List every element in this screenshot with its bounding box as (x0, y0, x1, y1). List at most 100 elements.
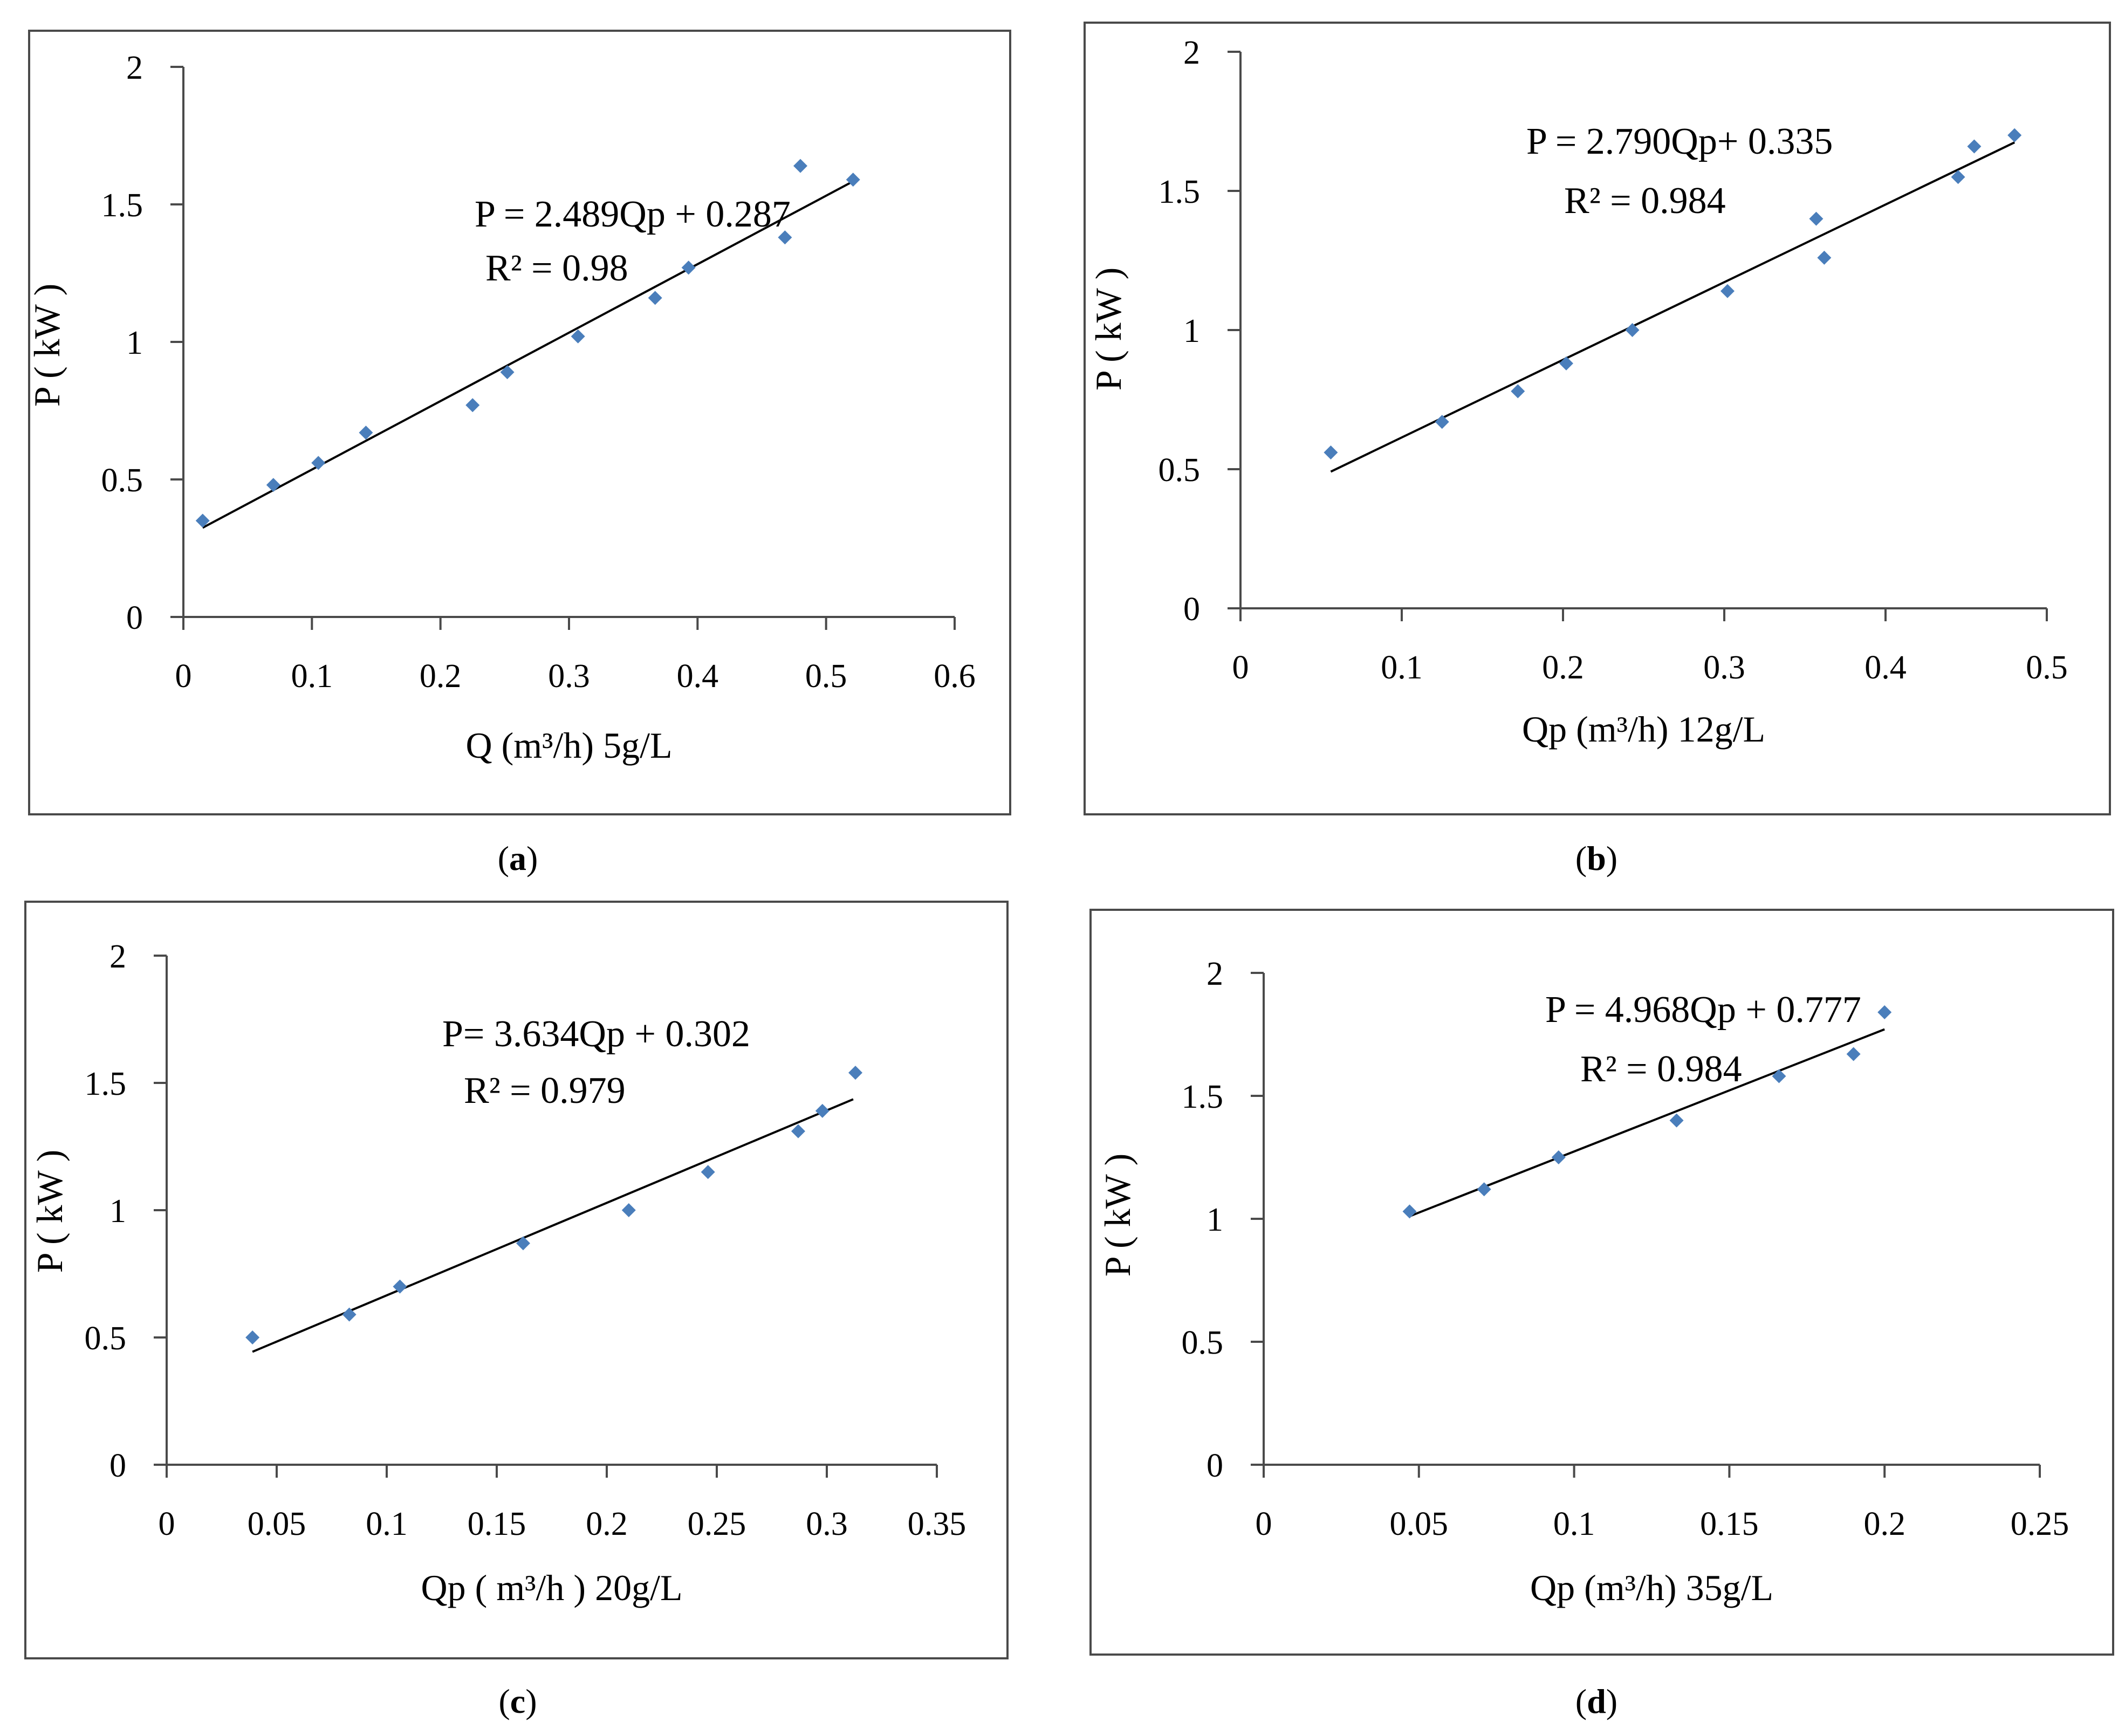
panel-a-x-tick-label: 0.2 (420, 658, 462, 695)
caption-c: (c) (498, 1682, 537, 1720)
panel-b-x-tick-label: 0 (1232, 649, 1249, 686)
panel-b-y-tick-label: 1 (1183, 313, 1200, 349)
panel-a-data-point (266, 478, 280, 492)
panel-b-x-tick-label: 0.2 (1542, 649, 1584, 686)
panel-d-x-tick-label: 0.15 (1700, 1506, 1759, 1542)
panel-d-x-tick-label: 0 (1256, 1506, 1272, 1542)
caption-d: (d) (1575, 1682, 1618, 1720)
panel-b-data-point (1625, 323, 1640, 337)
panel-c-x-tick-label: 0 (159, 1506, 175, 1542)
panel-d-data-point (1846, 1047, 1861, 1061)
panel-a-x-tick-label: 0.5 (805, 658, 847, 695)
panel-b-data-point (1559, 356, 1573, 370)
panel-a-r-squared: R² = 0.98 (485, 248, 628, 289)
panel-b-x-tick-label: 0.1 (1381, 649, 1423, 686)
panel-d-y-tick-label: 0.5 (1182, 1325, 1224, 1361)
panel-c-data-point (516, 1236, 530, 1251)
panel-b-y-tick-label: 0 (1183, 591, 1200, 628)
panel-d-y-tick-label: 1.5 (1182, 1079, 1224, 1115)
panel-a-x-tick-label: 0.1 (291, 658, 333, 695)
panel-a-equation: P = 2.489Qp + 0.287 (475, 194, 791, 235)
panel-b-y-tick-label: 2 (1183, 35, 1200, 71)
panel-a-x-tick-label: 0.6 (934, 658, 976, 695)
panel-a-data-point (778, 230, 792, 245)
panel-b-data-point (1435, 415, 1449, 429)
panel-c-y-tick-label: 0.5 (85, 1320, 127, 1357)
panel-d-data-point (1772, 1069, 1786, 1083)
panel-a-y-tick-label: 1.5 (101, 187, 143, 224)
panel-d-frame (1089, 909, 2114, 1656)
panel-d-data-point (1551, 1150, 1566, 1164)
panel-d-y-tick-label: 0 (1207, 1447, 1223, 1484)
panel-d-x-tick-label: 0.05 (1390, 1506, 1449, 1542)
panel-c-x-axis-label: Qp ( m³/h ) 20g/L (421, 1567, 683, 1608)
panel-a-x-axis-label: Q (m³/h) 5g/L (466, 725, 673, 766)
panel-a-trendline (202, 181, 853, 529)
panel-c-x-tick-label: 0.3 (806, 1506, 848, 1542)
panel-c-data-point (621, 1203, 636, 1217)
panel-d-x-tick-label: 0.2 (1863, 1506, 1905, 1542)
panel-a-data-point (195, 513, 210, 528)
panel-d-data-point (1669, 1113, 1684, 1128)
panel-a-x-tick-label: 0 (175, 658, 192, 695)
panel-a-data-point (359, 426, 373, 440)
panel-a-y-tick-label: 0.5 (101, 462, 143, 499)
panel-b-x-tick-label: 0.3 (1703, 649, 1745, 686)
panel-d-y-axis-label: P ( kW ) (1097, 1154, 1138, 1277)
panel-c-y-axis-label: P ( kW ) (29, 1150, 70, 1273)
panel-a-data-point (311, 456, 326, 470)
panel-c-data-point (815, 1103, 830, 1118)
panel-a-data-point (846, 173, 860, 187)
panel-c-x-tick-label: 0.2 (586, 1506, 628, 1542)
panel-b-y-axis-label: P ( kW ) (1088, 267, 1129, 391)
panel-b-data-point (1809, 211, 1824, 226)
panel-c-data-point (791, 1124, 805, 1138)
panel-b-r-squared: R² = 0.984 (1564, 180, 1726, 222)
panel-c-r-squared: R² = 0.979 (464, 1070, 626, 1111)
panel-c-trendline (252, 1098, 854, 1353)
panel-c-data-point (848, 1066, 863, 1080)
panel-c-y-tick-label: 1.5 (85, 1066, 127, 1102)
panel-d-x-tick-label: 0.1 (1553, 1506, 1595, 1542)
panel-c-data-point (393, 1279, 407, 1294)
panel-b-trendline (1330, 141, 2016, 473)
panel-d-equation: P = 4.968Qp + 0.777 (1545, 989, 1861, 1031)
panel-a-y-axis-label: P ( kW ) (26, 284, 67, 407)
panel-b-data-point (1967, 139, 1982, 154)
panel-c-data-point (701, 1165, 715, 1179)
panel-d-x-tick-label: 0.25 (2011, 1506, 2069, 1542)
panel-c-frame (24, 901, 1009, 1659)
panel-b-data-point (1720, 284, 1735, 298)
panel-a-x-tick-label: 0.3 (548, 658, 590, 695)
panel-b-x-axis-label: Qp (m³/h) 12g/L (1522, 709, 1765, 750)
caption-a: (a) (497, 839, 538, 877)
panel-b-frame (1084, 22, 2111, 815)
panel-c-y-tick-label: 1 (109, 1193, 126, 1230)
panel-d-data-point (1402, 1204, 1417, 1219)
panel-a-data-point (571, 329, 585, 344)
panel-d-data-point (1877, 1005, 1892, 1019)
panel-c-x-tick-label: 0.15 (468, 1506, 526, 1542)
panel-b-x-tick-label: 0.4 (1864, 649, 1907, 686)
caption-b: (b) (1575, 839, 1618, 877)
panel-b-data-point (2007, 128, 2022, 142)
panel-c-data-point (342, 1307, 357, 1322)
panel-a-frame (28, 30, 1011, 815)
panel-c-y-tick-label: 2 (109, 938, 126, 975)
panel-a-y-tick-label: 0 (126, 600, 143, 636)
panel-a-y-tick-label: 2 (126, 50, 143, 86)
panel-c-y-tick-label: 0 (109, 1447, 126, 1484)
panel-a-x-tick-label: 0.4 (677, 658, 719, 695)
panel-d-trendline (1409, 1028, 1885, 1218)
panel-d-y-tick-label: 2 (1207, 956, 1223, 992)
panel-d-data-point (1477, 1182, 1491, 1197)
panel-b-data-point (1817, 250, 1832, 265)
panel-c-x-tick-label: 0.25 (688, 1506, 746, 1542)
panel-b-y-tick-label: 0.5 (1159, 452, 1201, 489)
panel-b-data-point (1511, 384, 1525, 399)
panel-d-r-squared: R² = 0.984 (1580, 1048, 1742, 1090)
panel-d-y-tick-label: 1 (1207, 1202, 1223, 1238)
panel-a-y-tick-label: 1 (126, 325, 143, 361)
panel-c-equation: P= 3.634Qp + 0.302 (442, 1013, 750, 1055)
panel-a-data-point (648, 291, 662, 305)
